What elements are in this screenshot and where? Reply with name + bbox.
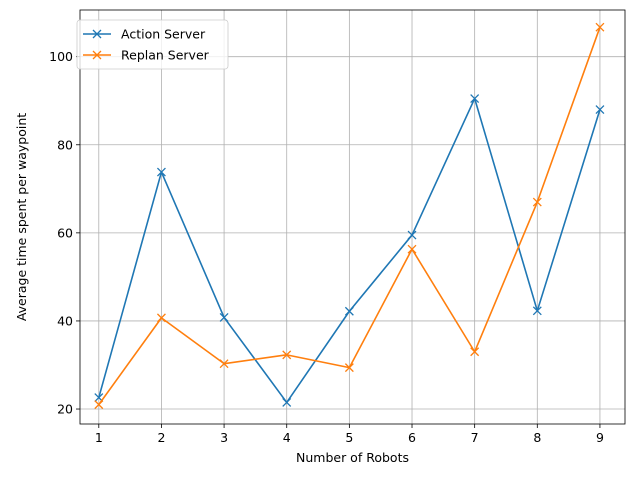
data-point-marker [344, 306, 354, 316]
series-layer [94, 22, 605, 410]
x-tick-label: 6 [408, 430, 416, 445]
legend-label: Replan Server [121, 48, 210, 63]
data-point-marker [282, 350, 292, 360]
data-point-marker [595, 105, 605, 114]
data-point-marker [407, 244, 417, 254]
series-action-server [94, 94, 605, 407]
data-point-marker [470, 347, 480, 357]
y-tick-label: 60 [57, 225, 73, 240]
data-point-marker [219, 312, 229, 322]
x-axis-label: Number of Robots [296, 450, 409, 465]
data-point-marker [470, 94, 480, 103]
x-tick-label: 9 [596, 430, 604, 445]
legend-label: Action Server [121, 27, 206, 42]
y-tick-label: 20 [57, 402, 73, 417]
y-tick-label: 100 [49, 49, 73, 64]
data-point-marker [156, 313, 166, 323]
data-point-marker [532, 306, 542, 316]
plot-frame [79, 9, 626, 425]
data-point-marker [595, 22, 605, 32]
y-tick-label: 80 [57, 137, 73, 152]
y-axis-label: Average time spent per waypoint [14, 113, 29, 321]
grid-lines [80, 10, 625, 424]
data-point-marker [94, 400, 104, 410]
data-point-marker [407, 230, 417, 240]
legend-marker [92, 29, 102, 39]
data-point-marker [282, 397, 292, 407]
legend-box [76, 19, 229, 70]
x-tick-label: 8 [533, 430, 541, 445]
x-tick-label: 4 [283, 430, 291, 445]
x-tick-label: 7 [471, 430, 479, 445]
data-point-marker [156, 167, 166, 177]
legend-marker [92, 50, 102, 60]
x-tick-label: 5 [345, 430, 353, 445]
legend: Action Server Replan Server [76, 19, 229, 70]
x-tick-label: 3 [220, 430, 228, 445]
x-tick-label: 2 [157, 430, 165, 445]
data-point-marker [219, 359, 229, 369]
y-tick-label: 40 [57, 313, 73, 328]
data-point-marker [344, 363, 354, 373]
x-tick-label: 1 [95, 430, 103, 445]
data-point-marker [532, 197, 542, 207]
axis-ticks: 1 2 3 4 5 6 7 8 9 20 40 60 80 100 [49, 49, 604, 445]
series-replan-server [94, 22, 605, 410]
